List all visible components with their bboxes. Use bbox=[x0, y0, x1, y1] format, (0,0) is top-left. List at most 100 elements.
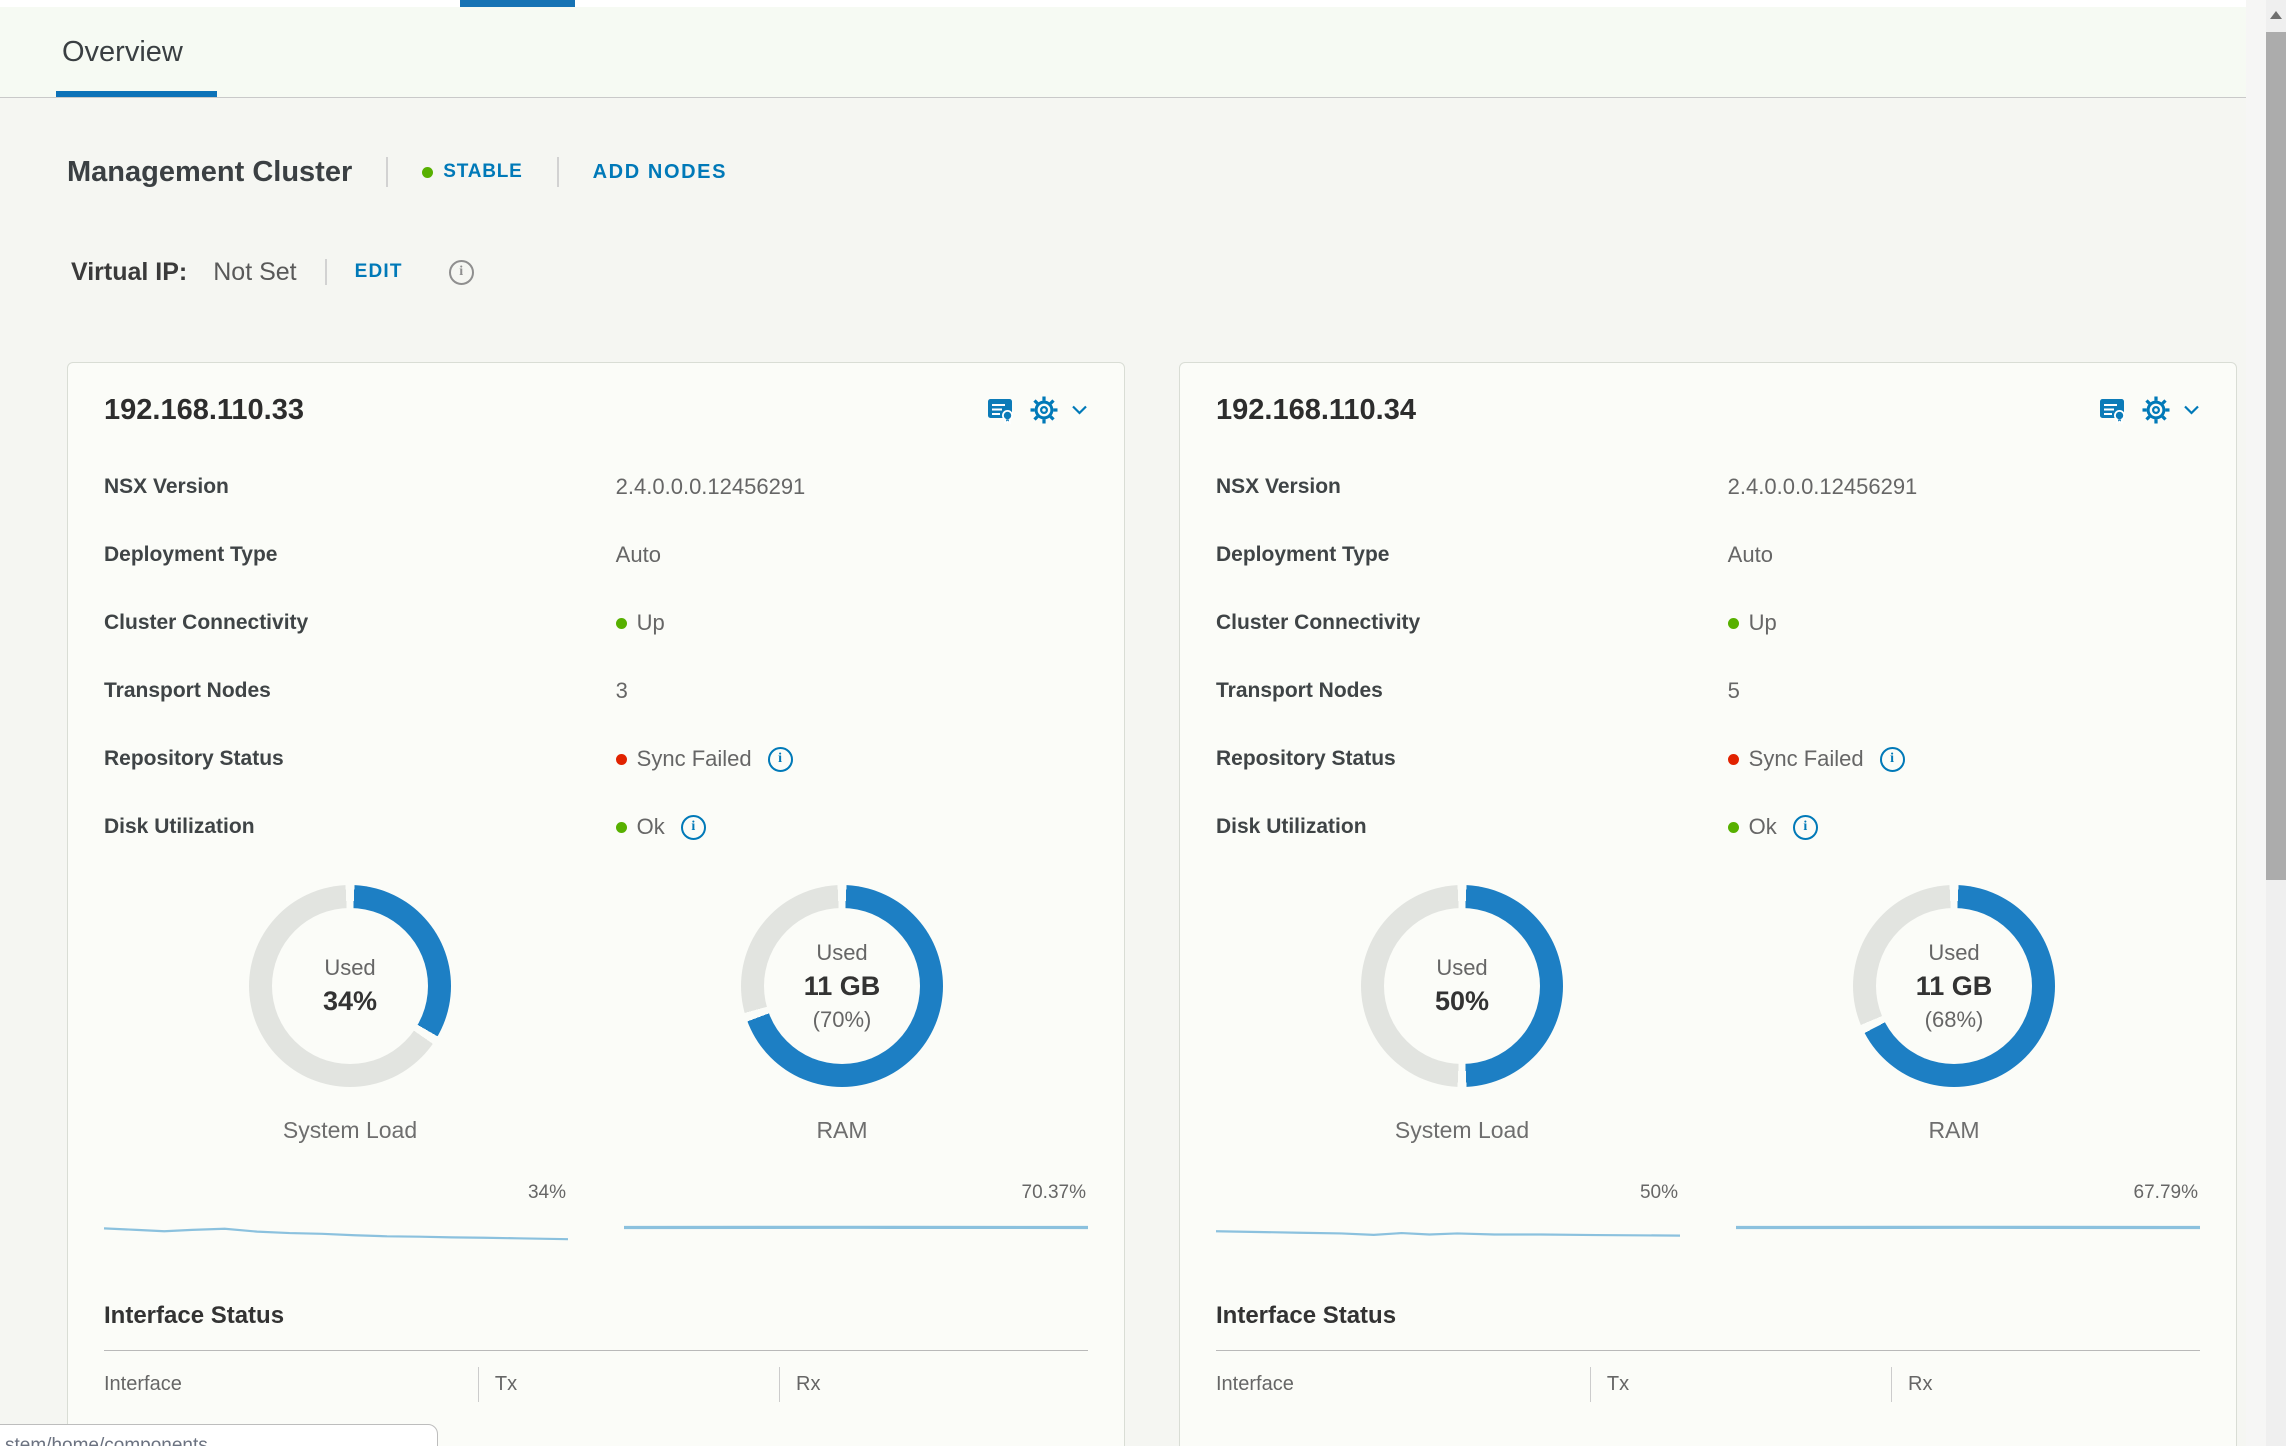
cluster-status-label: STABLE bbox=[443, 161, 523, 182]
link-status-tooltip: stem/home/components bbox=[0, 1424, 438, 1446]
interface-status-section: Interface Status Interface Tx Rx bbox=[104, 1302, 1088, 1402]
col-header-rx: Rx bbox=[779, 1367, 1088, 1402]
divider bbox=[556, 157, 559, 187]
tab-overview-label: Overview bbox=[62, 35, 183, 68]
kv-label: Repository Status bbox=[104, 747, 284, 770]
info-icon[interactable] bbox=[1879, 746, 1905, 772]
trend-sparklines: 50% 67.79% bbox=[1216, 1182, 2200, 1250]
scroll-gutter bbox=[2246, 0, 2266, 1446]
system-load-sparkline bbox=[104, 1214, 568, 1250]
certificate-icon[interactable] bbox=[2097, 394, 2129, 426]
system-load-trend: 50% bbox=[1216, 1182, 1680, 1250]
browser-chrome-strip bbox=[0, 0, 2246, 7]
system-load-chart: Used 34% System Load bbox=[104, 885, 596, 1144]
system-load-chart: Used 50% System Load bbox=[1216, 885, 1708, 1144]
donut-value: 11 GB bbox=[803, 970, 881, 1001]
kv-value: Sync Failed bbox=[615, 746, 793, 772]
donut-sub-value: (70%) bbox=[812, 1006, 872, 1032]
kv-row-transport-nodes: Transport Nodes 3 bbox=[104, 657, 1088, 725]
status-dot-green bbox=[615, 821, 627, 833]
info-icon[interactable] bbox=[680, 814, 706, 840]
status-dot-green bbox=[422, 166, 434, 178]
info-icon[interactable] bbox=[1792, 814, 1818, 840]
chevron-down-icon[interactable] bbox=[1071, 404, 1088, 416]
kv-row-cluster-connectivity: Cluster Connectivity Up bbox=[104, 589, 1088, 657]
kv-row-disk-utilization: Disk Utilization Ok bbox=[104, 793, 1088, 861]
cluster-status: STABLE bbox=[422, 161, 522, 183]
browser-tab-accent bbox=[460, 0, 575, 7]
kv-label: Cluster Connectivity bbox=[1216, 611, 1421, 634]
interface-status-section: Interface Status Interface Tx Rx bbox=[1216, 1302, 2200, 1402]
system-load-trend: 34% bbox=[104, 1182, 568, 1250]
node-card-actions bbox=[985, 394, 1088, 426]
kv-row-nsx-version: NSX Version 2.4.0.0.0.12456291 bbox=[1216, 453, 2200, 521]
ram-trend: 67.79% bbox=[1736, 1182, 2200, 1250]
node-cards: 192.168.110.33 bbox=[67, 362, 2246, 1446]
divider bbox=[386, 157, 389, 187]
node-card-2-header: 192.168.110.34 bbox=[1216, 389, 2200, 431]
chart-caption: System Load bbox=[282, 1117, 418, 1143]
status-dot-green bbox=[615, 617, 627, 629]
chevron-down-icon[interactable] bbox=[2183, 404, 2200, 416]
kv-value: 2.4.0.0.0.12456291 bbox=[615, 474, 806, 499]
kv-label: Cluster Connectivity bbox=[104, 611, 309, 634]
status-dot-green bbox=[1727, 617, 1739, 629]
kv-row-deployment-type: Deployment Type Auto bbox=[1216, 521, 2200, 589]
kv-label: Transport Nodes bbox=[104, 679, 271, 702]
kv-value: 3 bbox=[615, 678, 628, 703]
gear-icon[interactable] bbox=[1029, 395, 1059, 425]
up-arrow-icon bbox=[2270, 11, 2282, 19]
trend-value-label: 34% bbox=[527, 1182, 566, 1203]
vertical-scrollbar[interactable] bbox=[2266, 0, 2286, 1446]
chart-caption: System Load bbox=[1394, 1117, 1530, 1143]
node-details: NSX Version 2.4.0.0.0.12456291 Deploymen… bbox=[1216, 453, 2200, 861]
kv-value: Up bbox=[1727, 610, 1777, 636]
trend-value-label: 70.37% bbox=[1021, 1182, 1086, 1203]
col-header-interface: Interface bbox=[1216, 1373, 1294, 1395]
ram-sparkline bbox=[624, 1214, 1088, 1250]
ram-donut: Used 11 GB (68%) bbox=[1853, 885, 2055, 1087]
edit-virtual-ip-button[interactable]: EDIT bbox=[354, 261, 403, 282]
kv-value: Auto bbox=[615, 542, 661, 567]
node-details: NSX Version 2.4.0.0.0.12456291 Deploymen… bbox=[104, 453, 1088, 861]
kv-row-transport-nodes: Transport Nodes 5 bbox=[1216, 657, 2200, 725]
kv-value: Sync Failed bbox=[1727, 746, 1905, 772]
system-load-donut: Used 50% bbox=[1361, 885, 1563, 1087]
donut-sub-value: (68%) bbox=[1924, 1006, 1984, 1032]
col-header-tx: Tx bbox=[1589, 1367, 1891, 1402]
add-nodes-button[interactable]: ADD NODES bbox=[592, 160, 728, 183]
kv-value: 5 bbox=[1727, 678, 1740, 703]
kv-label: Deployment Type bbox=[104, 543, 278, 566]
donut-value: 11 GB bbox=[1915, 970, 1993, 1001]
status-dot-red bbox=[1727, 753, 1739, 765]
kv-label: Disk Utilization bbox=[104, 815, 255, 838]
col-header-interface: Interface bbox=[104, 1373, 182, 1395]
node-card-2: 192.168.110.34 bbox=[1179, 362, 2237, 1446]
ram-chart: Used 11 GB (70%) RAM bbox=[596, 885, 1088, 1144]
info-icon[interactable] bbox=[448, 259, 474, 285]
info-icon[interactable] bbox=[767, 746, 793, 772]
divider bbox=[324, 259, 327, 285]
kv-label: Deployment Type bbox=[1216, 543, 1390, 566]
certificate-icon[interactable] bbox=[985, 394, 1017, 426]
gear-icon[interactable] bbox=[2141, 395, 2171, 425]
scroll-up-button[interactable] bbox=[2266, 0, 2286, 30]
tab-overview[interactable]: Overview bbox=[56, 7, 217, 97]
cluster-header: Management Cluster STABLE ADD NODES bbox=[67, 155, 2246, 189]
kv-value: Auto bbox=[1727, 542, 1773, 567]
trend-value-label: 67.79% bbox=[2133, 1182, 2198, 1203]
node-ip: 192.168.110.34 bbox=[1216, 393, 1416, 426]
scrollbar-thumb[interactable] bbox=[2266, 32, 2286, 880]
interface-table-header: Interface Tx Rx bbox=[104, 1367, 1088, 1402]
page-title: Management Cluster bbox=[67, 155, 353, 188]
trend-value-label: 50% bbox=[1639, 1182, 1678, 1203]
col-header-rx: Rx bbox=[1891, 1367, 2200, 1402]
divider bbox=[104, 1350, 1088, 1351]
link-status-text: stem/home/components bbox=[5, 1435, 208, 1446]
kv-value: Ok bbox=[1727, 814, 1818, 840]
divider bbox=[1216, 1350, 2200, 1351]
donut-used-label: Used bbox=[1928, 939, 1980, 965]
ram-donut: Used 11 GB (70%) bbox=[741, 885, 943, 1087]
interface-table-header: Interface Tx Rx bbox=[1216, 1367, 2200, 1402]
kv-row-cluster-connectivity: Cluster Connectivity Up bbox=[1216, 589, 2200, 657]
